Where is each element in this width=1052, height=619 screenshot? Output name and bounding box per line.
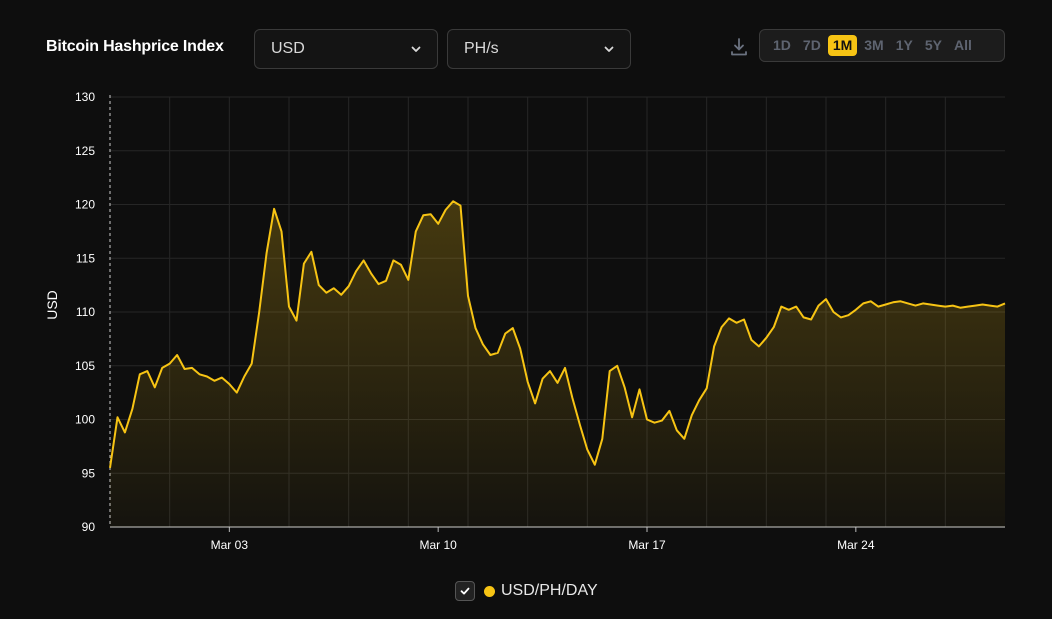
unit-select-value: PH/s bbox=[464, 40, 499, 57]
download-icon[interactable] bbox=[728, 36, 750, 58]
y-tick-label: 115 bbox=[76, 251, 95, 265]
range-1m-button[interactable]: 1M bbox=[827, 35, 858, 56]
legend-item[interactable]: USD/PH/DAY bbox=[455, 581, 598, 601]
x-tick-label: Mar 10 bbox=[419, 538, 457, 552]
y-tick-label: 105 bbox=[75, 359, 95, 373]
range-7d-button[interactable]: 7D bbox=[802, 37, 821, 53]
range-5y-button[interactable]: 5Y bbox=[924, 37, 942, 53]
range-3m-button[interactable]: 3M bbox=[864, 37, 884, 53]
y-tick-label: 130 bbox=[75, 90, 95, 104]
currency-select[interactable]: USD bbox=[254, 29, 438, 69]
page-title: Bitcoin Hashprice Index bbox=[46, 38, 224, 55]
y-tick-label: 100 bbox=[75, 413, 95, 427]
chevron-down-icon bbox=[602, 42, 616, 56]
unit-select[interactable]: PH/s bbox=[447, 29, 631, 69]
currency-select-value: USD bbox=[271, 40, 305, 57]
chevron-down-icon bbox=[409, 42, 423, 56]
check-icon[interactable] bbox=[455, 581, 475, 601]
y-tick-label: 110 bbox=[76, 305, 95, 319]
series-line bbox=[109, 200, 1006, 469]
hashprice-chart: 90 95 100 105 110 115 120 125 130 Mar 03 Mar 10 Mar… bbox=[75, 90, 1006, 552]
legend-swatch bbox=[484, 585, 495, 597]
x-tick-label: Mar 17 bbox=[628, 538, 666, 552]
y-tick-label: 90 bbox=[82, 520, 96, 534]
range-1y-button[interactable]: 1Y bbox=[895, 37, 913, 53]
legend-label: USD/PH/DAY bbox=[501, 582, 598, 599]
range-all-button[interactable]: All bbox=[953, 37, 972, 53]
time-range-selector: 1D 7D 1M 3M 1Y 5Y All bbox=[759, 29, 1005, 62]
x-tick-label: Mar 03 bbox=[211, 538, 249, 552]
y-tick-label: 125 bbox=[75, 144, 95, 158]
series-area bbox=[110, 201, 1005, 528]
x-tick-label: Mar 24 bbox=[837, 538, 875, 552]
y-tick-label: 120 bbox=[75, 198, 95, 212]
y-tick-label: 95 bbox=[82, 466, 96, 480]
range-1d-button[interactable]: 1D bbox=[773, 37, 791, 53]
